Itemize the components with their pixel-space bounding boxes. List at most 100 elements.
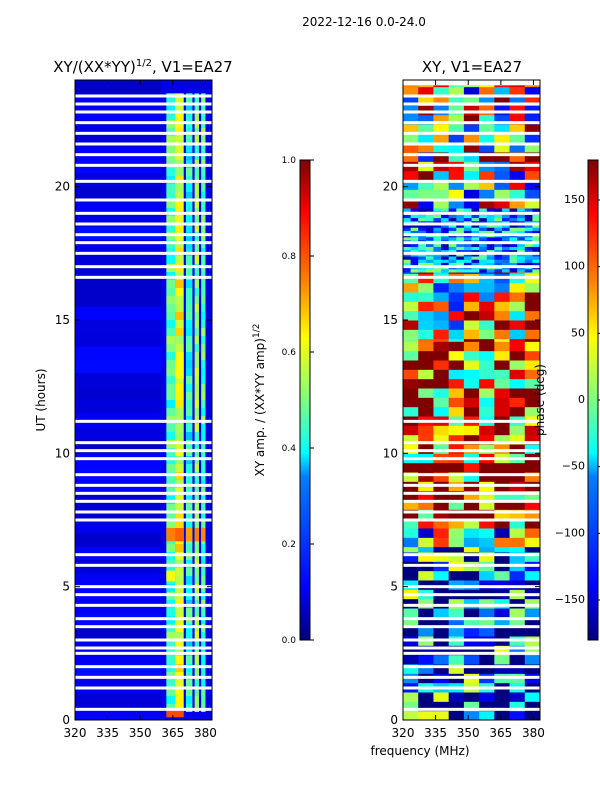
amp-band-cell: [175, 432, 184, 440]
phase-cell: [524, 114, 541, 125]
amp-band-cell: [185, 368, 193, 376]
phase-cell: [509, 268, 518, 273]
phase-flag-gap: [403, 603, 540, 607]
amp-flag-gap: [75, 441, 212, 445]
phase-cell: [532, 217, 541, 222]
phase-colorbar-gradient: [587, 159, 599, 641]
amp-band-cell: [201, 280, 206, 288]
amp-colorbar-ticks: 0.0 0.2 0.4 0.6 0.8 1.0: [282, 156, 314, 646]
phase-cell: [403, 114, 419, 125]
phase-cell: [403, 692, 419, 702]
phase-cell: [403, 580, 419, 590]
phase-cell: [448, 552, 465, 562]
phase-cell: [463, 570, 480, 581]
phase-cell: [532, 227, 541, 231]
phase-cell: [463, 617, 480, 628]
phase-cell: [509, 224, 518, 228]
phase-cell: [463, 369, 480, 380]
amp-band-cell: [185, 96, 193, 104]
amp-band-cell: [201, 504, 206, 512]
phase-cell: [403, 243, 412, 247]
phase-cell: [494, 189, 511, 200]
amp-flag-gap: [75, 553, 212, 557]
amp-row: [75, 533, 162, 547]
phase-flag-gap: [403, 707, 540, 711]
phase-cell: [463, 490, 480, 501]
phase-cell: [509, 142, 526, 153]
phase-cell: [418, 124, 434, 134]
phase-cell: [456, 249, 465, 254]
amp-hot-spot: [185, 528, 193, 542]
phase-cell: [463, 388, 480, 398]
phase-cell: [418, 580, 434, 590]
phase-cell: [403, 214, 412, 219]
phase-cell: [509, 320, 526, 330]
phase-cell: [479, 259, 488, 263]
phase-cell: [463, 528, 480, 538]
phase-cell: [418, 310, 434, 321]
phase-cell: [433, 434, 450, 445]
phase-cell: [524, 262, 533, 267]
amp-band-cell: [166, 312, 176, 320]
phase-cell: [433, 580, 450, 590]
phase-cell: [448, 546, 465, 553]
amp-band-cell: [166, 376, 176, 384]
phase-cell: [524, 236, 533, 241]
phase-cell: [517, 256, 526, 260]
amp-hot-spot: [175, 528, 184, 542]
phase-cell: [517, 224, 526, 228]
phase-cell: [418, 256, 427, 260]
amp-band-cell: [201, 192, 206, 200]
phase-cell: [418, 509, 434, 520]
amp-band-cell: [185, 224, 193, 232]
phase-cell: [494, 180, 511, 190]
phase-cell: [448, 152, 465, 162]
phase-cell: [494, 292, 511, 302]
phase-cell: [425, 224, 434, 228]
phase-cell: [418, 86, 434, 97]
phase-cell: [494, 170, 511, 181]
phase-cell: [433, 208, 442, 212]
phase-cell: [479, 320, 495, 330]
phase-cell: [403, 230, 412, 235]
phase-cell: [509, 227, 518, 231]
phase-cell: [494, 710, 511, 721]
amp-band-cell: [194, 696, 199, 704]
phase-cell: [479, 617, 495, 628]
amp-plot-frame: [74, 79, 213, 721]
amp-row: [75, 400, 162, 414]
phase-cell: [509, 500, 526, 510]
phase-cell: [418, 552, 434, 562]
amp-band-cell: [175, 312, 184, 320]
amp-band-cell: [201, 512, 206, 520]
phase-colorbar-label: phase (deg): [533, 364, 547, 436]
phase-cell: [403, 246, 412, 251]
amp-band-cell: [201, 304, 206, 312]
phase-cell: [479, 490, 495, 501]
amp-band-cell: [166, 400, 176, 408]
phase-cell: [471, 268, 480, 273]
phase-cell: [509, 208, 518, 212]
amp-flag-gap: [75, 665, 212, 669]
phase-cell: [425, 268, 434, 273]
phase-cell: [524, 664, 541, 674]
phase-cell: [494, 124, 511, 134]
amp-band-cell: [194, 336, 199, 344]
phase-cell: [524, 518, 541, 529]
phase-cell: [532, 224, 541, 228]
phase-cell: [425, 208, 434, 212]
phase-cell: [463, 692, 480, 702]
phase-cell: [403, 105, 419, 116]
phase-cell: [463, 434, 480, 445]
amp-band-cell: [185, 400, 193, 408]
phase-cell: [517, 236, 526, 241]
phase-cell: [479, 114, 495, 125]
amp-band-cell: [175, 144, 184, 152]
phase-flag-gap: [403, 483, 540, 487]
y-tick-label: 10: [383, 446, 398, 460]
phase-cell: [524, 378, 541, 389]
phase-flag-gap: [403, 665, 540, 669]
amp-band-cell: [201, 216, 206, 224]
phase-cell: [463, 462, 480, 473]
phase-cell: [532, 262, 541, 267]
